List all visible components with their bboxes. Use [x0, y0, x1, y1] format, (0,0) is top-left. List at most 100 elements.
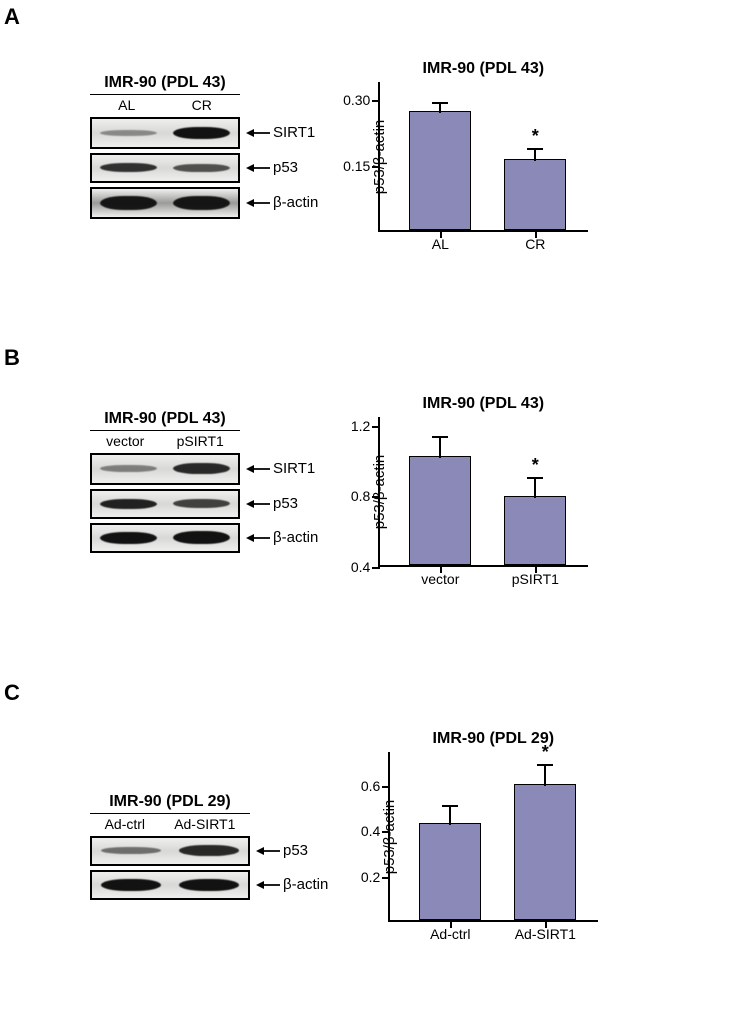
wb-underline — [90, 813, 250, 814]
wb-lane-labels: vector pSIRT1 — [90, 433, 240, 449]
significance-star: * — [532, 455, 539, 476]
protein-band — [173, 499, 230, 508]
chart-title: IMR-90 (PDL 29) — [388, 730, 598, 748]
y-tick-label: 0.4 — [361, 823, 380, 839]
y-tick — [372, 496, 380, 498]
error-cap — [432, 102, 448, 104]
wb-lane-label: CR — [192, 97, 212, 113]
protein-band — [100, 196, 157, 210]
wb-lane-label: Ad-ctrl — [105, 816, 145, 832]
plot-region: 0.40.81.2vector*pSIRT1 — [378, 417, 588, 567]
x-category-label: vector — [421, 571, 459, 587]
y-tick — [382, 786, 390, 788]
error-cap — [537, 764, 553, 766]
wb-title: IMR-90 (PDL 43) — [90, 410, 240, 428]
x-category-label: Ad-SIRT1 — [515, 926, 576, 942]
blot-box — [90, 117, 240, 149]
wb-row: SIRT1 — [90, 117, 318, 149]
plot-region: 0.20.40.6Ad-ctrl*Ad-SIRT1 — [388, 752, 598, 922]
y-tick-label: 0.30 — [343, 92, 370, 108]
error-cap — [527, 477, 543, 479]
wb-lane-label: pSIRT1 — [177, 433, 224, 449]
wb-lane-labels: AL CR — [90, 97, 240, 113]
bar — [409, 111, 471, 230]
protein-band — [179, 845, 240, 856]
blot-box — [90, 453, 240, 485]
y-tick — [372, 567, 380, 569]
panel-label-b: B — [4, 345, 20, 371]
protein-band — [173, 164, 230, 172]
band-label: p53 — [246, 159, 298, 176]
wb-row: β-actin — [90, 187, 318, 219]
blot-box — [90, 523, 240, 553]
bar — [504, 496, 566, 565]
plot-region: 0.150.30AL*CR — [378, 82, 588, 232]
significance-star: * — [542, 742, 549, 763]
wb-underline — [90, 430, 240, 431]
y-tick — [382, 877, 390, 879]
barchart-b: IMR-90 (PDL 43)p53/β-actin0.40.81.2vecto… — [378, 395, 588, 567]
band-label: β-actin — [256, 876, 328, 893]
barchart-c: IMR-90 (PDL 29)p53/β-actin0.20.40.6Ad-ct… — [388, 730, 598, 922]
wb-row: p53 — [90, 153, 318, 183]
blot-box — [90, 836, 250, 866]
band-label: SIRT1 — [246, 124, 315, 141]
x-category-label: pSIRT1 — [512, 571, 559, 587]
wb-row: SIRT1 — [90, 453, 318, 485]
y-tick-label: 0.6 — [361, 778, 380, 794]
error-bar — [544, 764, 546, 786]
wb-underline — [90, 94, 240, 95]
protein-band — [100, 163, 157, 172]
protein-band — [173, 463, 230, 474]
error-bar — [534, 477, 536, 498]
protein-band — [101, 847, 162, 854]
protein-band — [173, 196, 230, 210]
barchart-a: IMR-90 (PDL 43)p53/β-actin0.150.30AL*CR — [378, 60, 588, 232]
significance-star: * — [532, 126, 539, 147]
band-label: p53 — [256, 842, 308, 859]
western-blot-b: IMR-90 (PDL 43) vector pSIRT1 SIRT1 p53 β-act… — [90, 410, 318, 553]
band-label: β-actin — [246, 529, 318, 546]
error-bar — [439, 436, 441, 457]
panel-label-a: A — [4, 4, 20, 30]
x-category-label: CR — [525, 236, 545, 252]
blot-box — [90, 153, 240, 183]
bar — [514, 784, 576, 920]
panel-c: IMR-90 (PDL 29) Ad-ctrl Ad-SIRT1 p53 β-actin… — [90, 730, 598, 922]
panel-label-c: C — [4, 680, 20, 706]
chart-title: IMR-90 (PDL 43) — [378, 395, 588, 413]
y-tick-label: 0.2 — [361, 869, 380, 885]
protein-band — [173, 127, 230, 139]
wb-lane-label: vector — [106, 433, 144, 449]
protein-band — [101, 879, 162, 891]
x-category-label: Ad-ctrl — [430, 926, 470, 942]
wb-row: β-actin — [90, 523, 318, 553]
protein-band — [100, 532, 157, 544]
wb-row: p53 — [90, 489, 318, 519]
western-blot-a: IMR-90 (PDL 43) AL CR SIRT1 p53 β-actin — [90, 74, 318, 219]
band-label: SIRT1 — [246, 460, 315, 477]
wb-lane-label: AL — [118, 97, 135, 113]
error-cap — [527, 148, 543, 150]
wb-lane-labels: Ad-ctrl Ad-SIRT1 — [90, 816, 250, 832]
panel-a: IMR-90 (PDL 43) AL CR SIRT1 p53 β-actin IMR-9… — [90, 60, 588, 232]
blot-box — [90, 870, 250, 900]
y-tick-label: 0.8 — [351, 488, 370, 504]
wb-title: IMR-90 (PDL 29) — [90, 793, 250, 811]
y-tick — [372, 166, 380, 168]
band-label: β-actin — [246, 194, 318, 211]
y-tick-label: 0.15 — [343, 158, 370, 174]
western-blot-c: IMR-90 (PDL 29) Ad-ctrl Ad-SIRT1 p53 β-actin — [90, 793, 328, 900]
wb-row: p53 — [90, 836, 328, 866]
band-label: p53 — [246, 495, 298, 512]
protein-band — [100, 465, 157, 472]
bar — [419, 823, 481, 920]
chart-area: p53/β-actin0.150.30AL*CR — [378, 82, 588, 232]
error-cap — [432, 436, 448, 438]
protein-band — [100, 130, 157, 136]
y-tick — [372, 100, 380, 102]
y-tick — [372, 426, 380, 428]
error-cap — [442, 805, 458, 807]
wb-lane-label: Ad-SIRT1 — [174, 816, 235, 832]
wb-title: IMR-90 (PDL 43) — [90, 74, 240, 92]
